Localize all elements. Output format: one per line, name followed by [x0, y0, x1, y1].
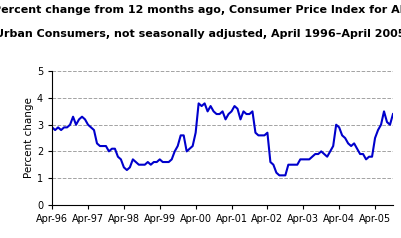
Text: Urban Consumers, not seasonally adjusted, April 1996–April 2005: Urban Consumers, not seasonally adjusted…	[0, 29, 401, 39]
Y-axis label: Percent change: Percent change	[24, 98, 34, 178]
Text: Percent change from 12 months ago, Consumer Price Index for All: Percent change from 12 months ago, Consu…	[0, 5, 401, 15]
